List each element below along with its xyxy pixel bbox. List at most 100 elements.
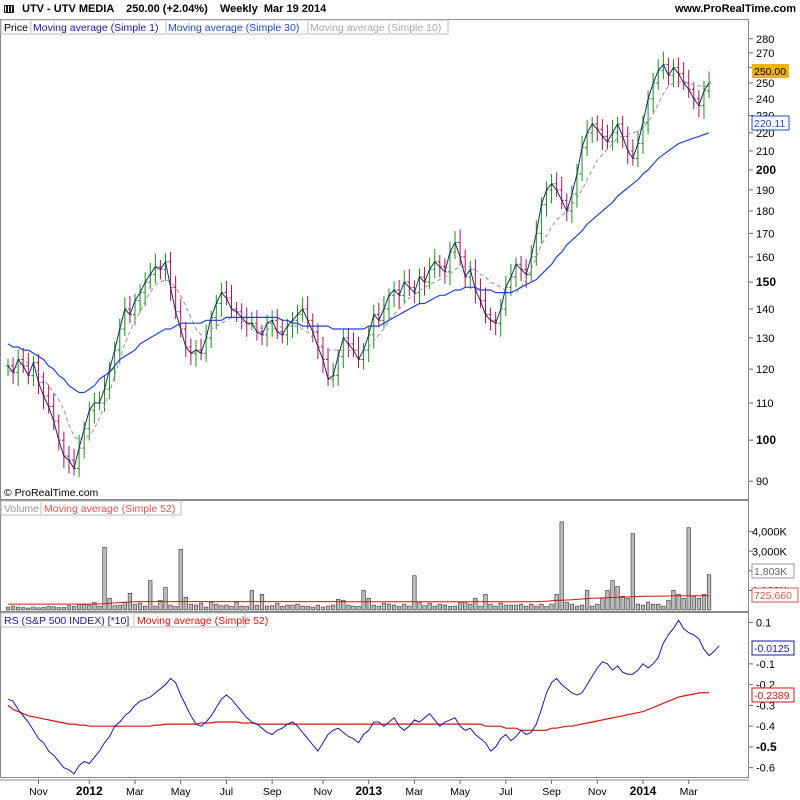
volume-bar (193, 604, 199, 611)
volume-bar (143, 605, 148, 611)
ma30-value: 220.11 (754, 118, 785, 130)
volume-bar (290, 604, 295, 611)
volume-bar (300, 605, 305, 611)
volume-bar (107, 597, 112, 611)
legend-vol-ma52[interactable]: Moving average (Simple 52) (44, 503, 175, 515)
volume-bar (412, 575, 417, 611)
ohlc-bar (590, 117, 595, 144)
rs-tick-label: -0.1 (756, 659, 775, 671)
volume-bar (310, 606, 315, 611)
volume-bar (595, 603, 600, 611)
volume-bar (82, 604, 87, 611)
ohlc-bar (326, 347, 331, 387)
volume-bar (336, 598, 341, 611)
volume-bar (417, 601, 422, 611)
volume-ma52-line (8, 595, 709, 605)
price-tick-label: 180 (756, 206, 774, 218)
legend-rs[interactable]: RS (S&P 500 INDEX) [*10] (4, 615, 129, 627)
ohlc-bar (229, 284, 234, 318)
volume-bar (214, 603, 219, 611)
volume-bar (432, 605, 437, 611)
volume-bar (564, 601, 569, 611)
ohlc-bar (630, 139, 635, 166)
volume-bar (188, 603, 193, 611)
volume-bar (427, 602, 432, 611)
date-label: Mar 19 2014 (263, 3, 327, 15)
ohlc-bar (36, 354, 41, 395)
volume-bar (590, 605, 595, 611)
ohlc-bar (31, 355, 36, 386)
volume-bar (87, 604, 92, 611)
volume-bar (31, 606, 36, 611)
legend-ma30[interactable]: Moving average (Simple 30) (168, 22, 299, 34)
ohlc-bar (97, 391, 102, 411)
price-tick-label: 170 (756, 228, 774, 240)
ohlc-bar (315, 323, 320, 359)
rs-last-value: -0.0125 (754, 643, 790, 655)
x-tick-label: Mar (405, 786, 424, 798)
copyright: © ProRealTime.com (4, 487, 99, 499)
volume-bar (183, 596, 188, 611)
price-tick-label: 190 (756, 185, 774, 197)
volume-ma-value: 725,660 (754, 590, 792, 602)
volume-bar (51, 606, 56, 611)
volume-bar (320, 606, 326, 611)
volume-bar (168, 604, 173, 611)
volume-bar (691, 595, 696, 611)
axes: 90 100 110 120 130 140 150 160 170 180 190 200 210 22… (29, 34, 787, 798)
ohlc-bar (117, 318, 122, 364)
volume-bar (381, 602, 387, 611)
legend-rs-ma52[interactable]: Moving average (Simple 52) (137, 615, 268, 627)
ohlc-bar (544, 181, 549, 217)
rs-last-tag: -0.0125 (751, 640, 795, 656)
volume-panel (0, 500, 749, 612)
rs-legend: RS (S&P 500 INDEX) [*10] Moving average … (0, 612, 268, 628)
legend-price[interactable]: Price (4, 22, 28, 34)
x-tick-label: Nov (588, 786, 607, 798)
volume-bar (666, 599, 671, 611)
ma30-line (7, 132, 710, 394)
volume-bar (158, 599, 163, 611)
ohlc-bar (26, 352, 31, 385)
ohlc-bar (483, 287, 488, 324)
volume-bar (285, 604, 290, 611)
ohlc-bar (707, 71, 712, 98)
ohlc-bar (178, 298, 183, 338)
volume-bar (549, 603, 554, 611)
price-tick-label: 270 (756, 48, 774, 60)
price-tick-label: 150 (756, 275, 776, 289)
legend-ma1[interactable]: Moving average (Simple 1) (33, 22, 158, 34)
volume-bar (173, 606, 178, 611)
volume-bar (544, 606, 549, 611)
volume-bar (640, 604, 646, 611)
volume-bar (275, 602, 280, 611)
volume-bar (5, 606, 11, 611)
rs-tick-label: -0.5 (756, 740, 777, 754)
legend-volume[interactable]: Volume (4, 503, 39, 515)
ohlc-bar (503, 275, 508, 317)
volume-bar (16, 606, 21, 611)
price-tick-label: 240 (756, 94, 774, 106)
volume-bar (137, 602, 143, 611)
volume-last-tag: 1,803K (751, 563, 795, 579)
volume-bar (518, 603, 524, 611)
volume-bar (630, 533, 635, 611)
ohlc-bar (392, 281, 397, 308)
ohlc-bar (265, 314, 270, 347)
volume-bar (356, 606, 361, 611)
volume-bar (239, 605, 244, 611)
volume-bar (701, 594, 707, 611)
ohlc-bar (473, 259, 478, 304)
x-tick-label: 2012 (76, 784, 103, 798)
price-tick-label: 110 (756, 398, 774, 410)
ohlc-bar (193, 340, 198, 367)
x-tick-label: Mar (126, 786, 145, 798)
volume-bar (539, 603, 544, 611)
site-link[interactable]: www.ProRealTime.com (674, 3, 796, 15)
ma30-tag: 220.11 (751, 115, 790, 131)
volume-bar (10, 605, 16, 611)
rs-ma-value: -0.2389 (754, 690, 790, 702)
legend-ma10[interactable]: Moving average (Simple 10) (310, 22, 441, 34)
volume-bar (488, 603, 493, 611)
volume-bar (524, 605, 529, 611)
